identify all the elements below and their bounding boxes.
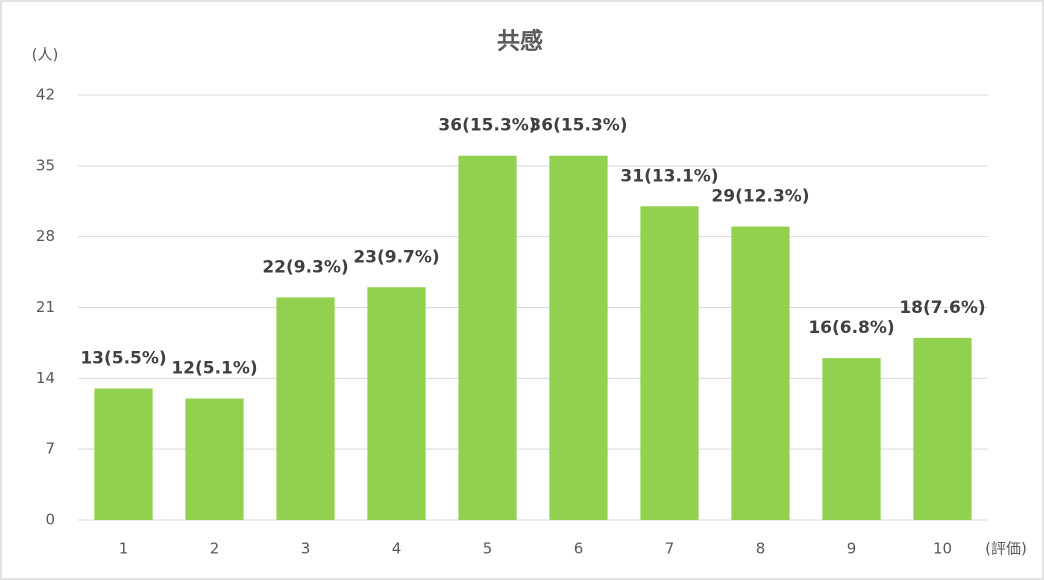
bar: [913, 337, 972, 520]
x-tick-label: 4: [392, 540, 402, 558]
x-tick-label: 3: [301, 540, 311, 558]
chart-title: 共感: [497, 28, 543, 55]
data-label: 13(5.5%): [80, 348, 166, 368]
bar: [822, 358, 881, 520]
y-tick-label: 14: [36, 369, 55, 387]
y-tick-label: 0: [45, 511, 55, 529]
x-axis-label: (評価): [985, 540, 1027, 558]
x-tick-label: 5: [483, 540, 493, 558]
data-label: 22(9.3%): [262, 257, 348, 277]
bar: [458, 155, 517, 520]
data-label: 36(15.3%): [438, 116, 536, 136]
data-label: 29(12.3%): [711, 187, 809, 207]
data-label: 16(6.8%): [808, 318, 894, 338]
data-label: 12(5.1%): [171, 359, 257, 379]
data-label: 31(13.1%): [620, 166, 718, 186]
bar: [367, 287, 426, 520]
y-tick-label: 21: [36, 298, 55, 316]
y-tick-label: 35: [36, 156, 55, 174]
x-tick-label: 8: [756, 540, 766, 558]
bar: [276, 297, 335, 520]
y-axis-label: (人): [32, 46, 59, 64]
bar: [94, 388, 153, 520]
x-tick-label: 1: [119, 540, 129, 558]
data-label: 18(7.6%): [899, 298, 985, 318]
bar: [731, 226, 790, 521]
data-label: 36(15.3%): [529, 116, 627, 136]
x-tick-label: 2: [210, 540, 220, 558]
x-tick-label: 7: [665, 540, 675, 558]
bar: [549, 155, 608, 520]
x-tick-label: 6: [574, 540, 584, 558]
bar: [640, 206, 699, 521]
data-label: 23(9.7%): [353, 247, 439, 267]
x-tick-label: 10: [933, 540, 952, 558]
x-tick-label: 9: [847, 540, 857, 558]
y-tick-label: 7: [45, 440, 55, 458]
y-tick-label: 42: [36, 86, 55, 104]
bar: [185, 398, 244, 520]
y-tick-label: 28: [36, 227, 55, 245]
